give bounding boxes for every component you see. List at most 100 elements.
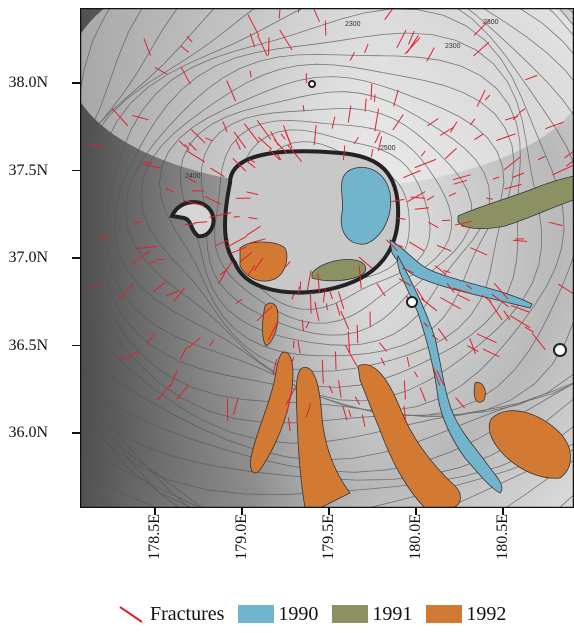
longitude-tick-text: 179.0E — [233, 514, 250, 560]
fracture-segment — [178, 140, 186, 148]
fracture-segment — [476, 333, 497, 344]
fracture-segment — [290, 356, 295, 365]
fracture-segment — [453, 179, 468, 185]
fracture-segment — [302, 105, 305, 112]
fracture-segment — [503, 156, 522, 171]
lava-flow-1991 — [457, 175, 574, 230]
fracture-segment — [256, 120, 272, 140]
contour-line — [80, 8, 574, 461]
fracture-segment — [235, 298, 243, 304]
contour-line — [96, 8, 574, 417]
fracture-segment — [309, 292, 312, 314]
fracture-segment — [420, 297, 438, 312]
legend-label: 1992 — [466, 602, 507, 625]
fracture-segment — [176, 384, 189, 400]
fracture-segment — [267, 320, 279, 341]
fracture-segment — [287, 417, 291, 432]
fracture-segment — [376, 283, 386, 297]
fracture-segment — [222, 121, 228, 133]
fracture-segment — [183, 200, 205, 207]
fracture-segment — [394, 243, 404, 248]
fracture-segment — [545, 121, 564, 130]
fracture-segment — [268, 149, 281, 161]
fracture-segment — [434, 265, 447, 275]
fracture-segment — [240, 251, 253, 262]
latitude-tick-mark — [72, 82, 80, 84]
contour-line — [158, 76, 505, 357]
fracture-segment — [217, 269, 228, 285]
longitude-tick-mark — [502, 508, 504, 515]
fracture-segment — [88, 143, 105, 148]
fracture-segment — [335, 351, 337, 370]
fracture-segment — [119, 283, 134, 299]
fracture-segment — [231, 246, 247, 254]
lava-flow-1992 — [250, 351, 294, 474]
fracture-segment — [180, 345, 188, 360]
fracture-segment — [467, 345, 479, 352]
fracture-segment — [349, 52, 355, 61]
fracture-segment — [120, 351, 140, 361]
fracture-segment — [450, 121, 458, 133]
fracture-segment — [408, 241, 425, 252]
legend-item-1990: 1990 — [238, 603, 318, 626]
fracture-segment — [193, 221, 208, 224]
fracture-segment — [431, 334, 439, 341]
contour-line — [80, 8, 574, 418]
fracture-segment — [272, 359, 278, 375]
legend: Fractures 1990 1991 1992 — [118, 596, 520, 632]
fracture-segment — [306, 270, 312, 291]
fracture-segment — [404, 37, 421, 55]
fracture-segment — [143, 38, 151, 56]
fracture-segment — [504, 184, 522, 190]
fracture-segment — [402, 267, 414, 274]
fracture-segment — [169, 369, 179, 388]
contour-line — [105, 8, 565, 412]
fracture-segment — [428, 221, 439, 229]
fracture-segment — [256, 305, 273, 322]
fracture-segment — [328, 385, 333, 394]
fracture-segment — [402, 170, 421, 179]
longitude-tick-label: 179.5E — [320, 514, 366, 560]
lava-flow-1990 — [389, 239, 533, 309]
fracture-segment — [469, 118, 476, 126]
fracture-segment — [452, 174, 471, 181]
contour-line — [113, 32, 543, 402]
fracture-segment — [436, 370, 445, 386]
fracture-segment — [248, 217, 258, 220]
fracture-segment — [512, 113, 520, 121]
fracture-segment — [180, 45, 189, 53]
fracture-segment — [436, 244, 452, 252]
lava-flow-1992 — [488, 410, 571, 479]
fracture-segment — [484, 94, 491, 101]
fracture-segment — [437, 328, 448, 342]
longitude-tick-text: 178.5E — [146, 514, 163, 560]
longitude-tick-label: 178.5E — [146, 514, 192, 560]
latitude-tick-label: 38.0N — [8, 74, 48, 91]
fracture-segment — [457, 294, 471, 302]
fracture-segment — [385, 239, 398, 252]
fracture-segment — [285, 261, 291, 268]
fracture-segment — [392, 114, 404, 131]
fracture-segment — [273, 138, 288, 154]
fracture-segment — [284, 129, 293, 149]
fracture-segment — [154, 66, 168, 75]
longitude-tick-mark — [415, 508, 417, 515]
fracture-segment — [297, 341, 301, 354]
fracture-segment — [395, 217, 406, 220]
fracture-segment — [440, 297, 461, 310]
swatch-1992 — [426, 605, 463, 623]
fracture-segment — [406, 191, 426, 203]
lava-flow-1992 — [239, 241, 288, 282]
fracture-segment — [513, 239, 528, 242]
lava-flow-1990 — [340, 167, 392, 245]
longitude-tick-mark — [154, 508, 156, 515]
fracture-segment — [317, 273, 320, 294]
contour-line — [140, 63, 515, 372]
fracture-segment — [190, 129, 206, 144]
latitude-tick-mark — [72, 257, 80, 259]
fracture-segment — [370, 149, 374, 158]
fracture-segment — [488, 299, 503, 321]
fracture-segment — [548, 221, 563, 227]
fracture-segment — [403, 405, 407, 423]
fracture-segment — [146, 332, 156, 345]
